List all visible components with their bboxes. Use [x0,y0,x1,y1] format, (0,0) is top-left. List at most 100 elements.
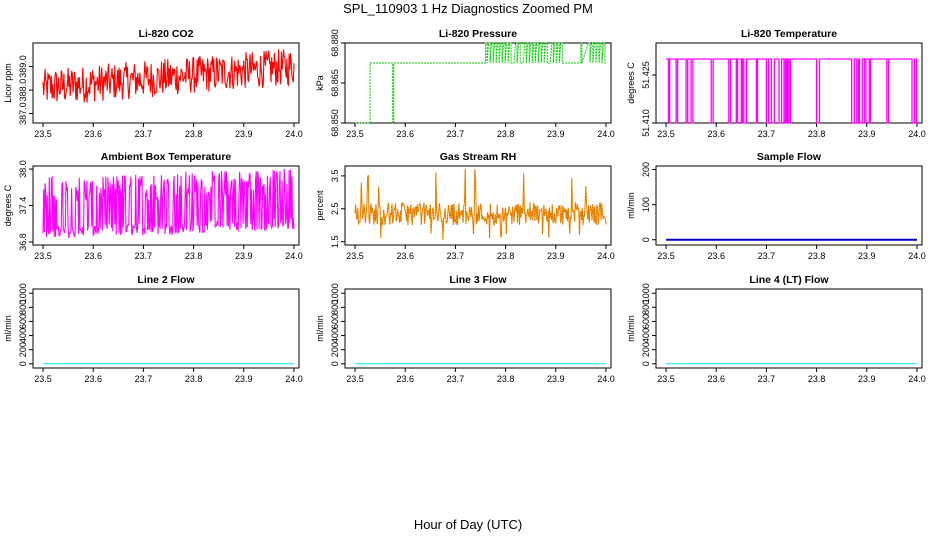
y-axis-label: degrees C [3,184,13,226]
panel-temperature: Li-820 Temperature 23.5 23.6 23.7 23.8 23.9 24… [626,28,926,139]
y-axis-label: Licor ppm [3,63,13,103]
y-tick-label: 37.4 [18,197,28,215]
x-tick-label: 24.0 [908,374,926,384]
y-tick-label: 68.865 [330,69,340,97]
panel-sample: Sample Flow 23.5 23.6 23.7 23.8 23.9 24.0 0 100 2… [626,151,926,261]
x-tick-label: 23.6 [707,251,725,261]
y-tick-label: 400 [18,328,28,343]
x-tick-label: 23.5 [346,251,364,261]
x-tick-label: 23.8 [185,374,203,384]
panel-line3: Line 3 Flow 23.5 23.6 23.7 23.8 23.9 24.0 0 2004… [315,274,615,384]
y-tick-label: 387.0 [18,102,28,125]
x-tick-label: 23.6 [84,374,102,384]
y-axis-label: ml/min [626,315,636,342]
x-tick-label: 23.9 [235,251,253,261]
x-tick-label: 23.7 [447,251,465,261]
x-tick-label: 24.0 [285,129,303,139]
y-tick-label: 51.425 [641,61,651,89]
x-tick-label: 23.7 [135,129,153,139]
panel-title: Sample Flow [757,151,822,163]
x-tick-label: 23.5 [657,374,675,384]
panel-title: Ambient Box Temperature [101,151,232,163]
x-tick-label: 23.7 [135,251,153,261]
y-tick-label: 600 [330,314,340,329]
y-axis-label: ml/min [315,315,325,342]
x-tick-label: 23.6 [396,129,414,139]
x-tick-label: 23.5 [346,129,364,139]
y-axis-label: percent [315,190,325,221]
x-tick-label: 23.8 [185,251,203,261]
panel-rh: Gas Stream RH 23.5 23.6 23.7 23.8 23.9 24.0 1.5… [315,151,615,261]
x-tick-label: 23.8 [808,374,826,384]
x-tick-label: 23.9 [858,129,876,139]
y-tick-label: 0 [330,361,340,366]
series-points [354,168,607,240]
x-tick-label: 23.7 [758,129,776,139]
y-tick-label: 38.0 [18,160,28,178]
x-tick-label: 23.8 [497,129,515,139]
y-tick-label: 2.5 [330,203,340,216]
x-tick-label: 24.0 [597,251,615,261]
x-tick-label: 24.0 [597,374,615,384]
y-tick-label: 800 [641,300,651,315]
y-axis-label: kPa [315,75,325,91]
y-tick-label: 0 [641,361,651,366]
x-tick-label: 23.9 [547,129,565,139]
y-tick-label: 36.8 [18,233,28,251]
panel-line2: Line 2 Flow 23.5 23.6 23.7 23.8 23.9 24.0 0 2004… [3,274,303,384]
y-tick-label: 68.850 [330,109,340,137]
x-tick-label: 24.0 [285,251,303,261]
panel-title: Line 4 (LT) Flow [749,274,829,286]
y-tick-label: 51.410 [641,109,651,137]
x-tick-label: 23.9 [547,374,565,384]
y-tick-label: 200 [330,342,340,357]
x-tick-label: 23.7 [758,374,776,384]
series-line [355,42,606,124]
x-tick-label: 24.0 [908,129,926,139]
y-tick-label: 0 [18,361,28,366]
series-line [354,168,607,240]
y-tick-label: 1000 [18,283,28,303]
panel-title: Li-820 Pressure [439,28,517,40]
x-tick-label: 23.8 [808,251,826,261]
x-tick-label: 23.6 [84,129,102,139]
x-tick-label: 23.7 [135,374,153,384]
x-tick-label: 23.5 [34,251,52,261]
y-tick-label: 600 [641,314,651,329]
y-tick-label: 1000 [330,283,340,303]
x-tick-label: 23.6 [84,251,102,261]
x-tick-label: 23.6 [707,129,725,139]
y-tick-label: 800 [18,300,28,315]
plot-frame [655,288,923,369]
y-axis-label: degrees C [626,62,636,104]
x-tick-label: 23.7 [758,251,776,261]
y-tick-label: 200 [641,342,651,357]
x-tick-label: 23.6 [396,374,414,384]
y-tick-label: 1.5 [330,235,340,248]
x-tick-label: 23.9 [235,129,253,139]
x-tick-label: 23.7 [447,129,465,139]
y-tick-label: 68.880 [330,29,340,57]
y-tick-label: 1000 [641,283,651,303]
x-tick-label: 23.8 [497,251,515,261]
figure-title: SPL_110903 1 Hz Diagnostics Zoomed PM [343,1,593,16]
y-tick-label: 400 [641,328,651,343]
plot-frame [32,288,300,369]
x-tick-label: 23.5 [346,374,364,384]
series-line [42,168,295,238]
x-tick-label: 23.9 [858,251,876,261]
y-tick-label: 400 [330,328,340,343]
panel-title: Line 2 Flow [137,274,195,286]
x-tick-label: 23.5 [657,129,675,139]
x-tick-label: 23.9 [858,374,876,384]
x-tick-label: 23.6 [396,251,414,261]
y-tick-label: 388.0 [18,79,28,102]
panel-title: Li-820 Temperature [741,28,837,40]
panel-title: Line 3 Flow [449,274,507,286]
panel-line4: Line 4 (LT) Flow 23.5 23.6 23.7 23.8 23.9 24.0… [626,274,926,384]
y-tick-label: 600 [18,314,28,329]
x-tick-label: 23.5 [657,251,675,261]
x-tick-label: 23.9 [547,251,565,261]
